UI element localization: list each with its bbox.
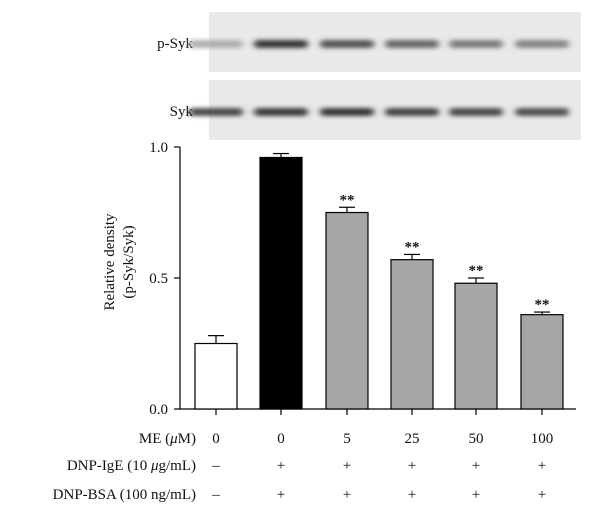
bar	[194, 342, 238, 410]
y-axis-title: Relative density	[102, 213, 118, 311]
y-axis-title: (p-Syk/Syk)	[121, 225, 137, 298]
blot-band	[385, 108, 439, 116]
blot-band	[254, 40, 308, 48]
treatment-cell: 50	[469, 431, 484, 447]
treatment-cell: +	[343, 487, 351, 503]
treatment-unit-symbol: μ	[150, 458, 159, 474]
treatment-cell: 5	[343, 431, 351, 447]
y-tick-label: 0.5	[149, 271, 168, 287]
treatment-cell: 0	[212, 431, 220, 447]
treatment-cell: +	[408, 458, 416, 474]
bar	[259, 156, 303, 410]
blot-band	[515, 40, 569, 48]
chart-bars: ** ** ** **	[194, 152, 564, 410]
significance-marker: **	[340, 192, 355, 208]
y-tick-label: 0.0	[149, 402, 168, 418]
western-blot-panels: p-Syk Syk	[157, 12, 581, 140]
bar	[454, 282, 498, 410]
blot-band	[449, 40, 503, 48]
treatment-cell: +	[408, 487, 416, 503]
blot-band	[320, 108, 374, 116]
treatment-unit-rest: M)	[178, 431, 196, 447]
bar	[520, 314, 564, 410]
blot-band	[254, 108, 308, 116]
y-tick-label: 1.0	[149, 140, 168, 156]
treatment-cell: +	[343, 458, 351, 474]
blot-label: Syk	[170, 104, 194, 120]
treatment-row-label: DNP-BSA (100 ng/mL)	[53, 487, 196, 503]
treatment-cell: –	[211, 458, 220, 474]
significance-marker: **	[535, 297, 550, 313]
blot-label: p-Syk	[157, 36, 193, 52]
treatment-unit-symbol: μ	[169, 431, 178, 447]
treatment-label-text: DNP-BSA (100 ng/mL)	[53, 487, 196, 503]
treatment-label-text: DNP-IgE (10	[67, 458, 151, 474]
treatment-cell: 25	[405, 431, 420, 447]
blot-band	[385, 40, 439, 48]
bar	[390, 259, 434, 410]
treatment-cell: +	[472, 487, 480, 503]
bar	[325, 211, 369, 410]
treatment-row-label: ME (μM)	[139, 431, 196, 447]
chart-axes: 0.0 0.5 1.0 Relative density (p-Syk/Syk)	[102, 140, 576, 418]
blot-band	[515, 108, 569, 116]
blot-band	[449, 108, 503, 116]
treatment-row-label: DNP-IgE (10 μg/mL)	[67, 458, 196, 474]
treatment-cell: +	[472, 458, 480, 474]
significance-marker: **	[469, 263, 484, 279]
treatment-cell: +	[538, 487, 546, 503]
treatment-cell: 100	[531, 431, 554, 447]
treatment-cell: +	[277, 487, 285, 503]
treatment-label-text: ME (	[139, 431, 170, 447]
treatment-cell: +	[277, 458, 285, 474]
blot-band	[189, 108, 243, 116]
blot-band	[189, 40, 243, 48]
treatment-cell: +	[538, 458, 546, 474]
blot-band	[320, 40, 374, 48]
treatment-unit-rest: g/mL)	[159, 458, 197, 474]
treatment-cell: 0	[277, 431, 285, 447]
significance-marker: **	[405, 239, 420, 255]
treatment-cell: –	[211, 487, 220, 503]
